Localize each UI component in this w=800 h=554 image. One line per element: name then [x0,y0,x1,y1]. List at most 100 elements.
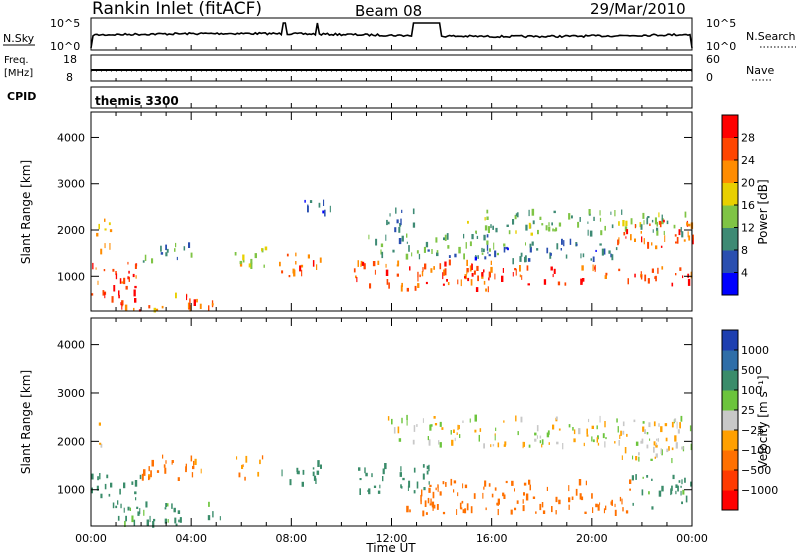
power-cell [647,278,650,284]
vel-cell [503,420,505,423]
power-cell [571,215,573,219]
power-cell [279,261,281,267]
vel-cell [618,440,620,446]
power-cell [548,226,551,232]
vel-cell [586,428,588,435]
power-cell [286,253,289,257]
vel-cell [656,442,657,446]
vel-cell [568,424,571,428]
vel-cell [523,492,525,496]
vel-cell [432,507,434,511]
power-colorbar-ticks: 4 8 12 16 20 24 28 [734,132,755,280]
vel-cell [675,442,678,449]
vel-cell [135,497,137,501]
vel-cell [171,503,173,509]
power-cell [369,283,372,289]
vel-cell [547,430,550,435]
vel-cell [492,444,495,447]
vel-cell [442,511,446,515]
power-cell [599,243,602,246]
power-cell [425,281,428,285]
vel-cell [120,503,122,509]
vel-cell [674,418,677,422]
vel-cell [106,474,109,479]
vel-cell [137,511,140,516]
power-cell [641,236,643,243]
vel-cell [406,414,408,420]
vel-cell [104,483,107,490]
vel-cell [503,444,506,447]
power-cell [531,208,535,216]
vel-cell [407,485,409,491]
power-cell [92,262,94,270]
power-cell [561,238,563,245]
power-cell [417,277,419,282]
vel-cell [671,458,673,464]
vel-cell [483,486,485,490]
vel-cell [462,483,464,489]
vel-cell [584,511,587,514]
power-cell [590,258,592,261]
vel-cell [494,433,496,436]
vel-cell [420,494,422,502]
vel-cell [151,459,154,467]
vel-cell [681,446,684,450]
power-cell [516,212,519,218]
vel-cell [422,473,425,480]
power-cell [507,247,509,251]
vel-cell [193,460,195,466]
colorbar-swatch [722,350,738,371]
power-cell [674,234,677,237]
vel-cell [680,490,682,496]
power-cell [318,202,321,208]
vel-cell [504,441,507,446]
vel-cell [359,488,361,495]
vel-cell [179,517,182,523]
velocity-x-axis: 00:00 04:00 08:00 12:00 16:00 20:00 00:00 [75,318,708,545]
power-cell [647,216,650,219]
vel-cell [457,492,459,497]
vel-cell [573,429,576,435]
vel-cell [642,476,644,479]
power-cell [288,275,291,278]
power-cell [663,219,665,223]
vel-cell [438,440,440,445]
vel-cell [464,508,467,514]
power-cell [627,278,629,285]
power-cell [675,273,677,276]
power-cell [319,257,322,263]
power-cell [360,263,362,267]
vel-cell [677,429,680,434]
vel-cell [610,501,613,505]
power-cell [424,263,427,270]
vel-cell [603,508,605,514]
vel-cell [675,484,678,488]
power-cell [469,241,472,247]
power-cell [654,276,656,279]
vel-cell [575,488,578,496]
vel-cell [641,438,644,444]
power-cell [532,220,535,225]
power-cell [250,258,253,265]
vel-cell [534,432,537,436]
vel-cell [373,485,377,488]
vel-cell [302,469,305,475]
vel-cell [238,472,241,478]
power-panel-frame [90,111,693,312]
power-cell [495,227,498,233]
power-cell [134,264,137,269]
power-cell [417,283,420,288]
power-cell [165,244,167,251]
vel-cell [150,470,152,478]
power-cell [582,253,585,258]
vel-cell [685,495,688,503]
vel-cell [632,502,634,506]
power-cell [419,274,421,278]
vel-cell [123,482,126,489]
vel-cell [429,503,432,506]
power-cell [175,292,177,299]
power-cell [603,248,606,255]
power-cell [104,243,106,249]
vel-cell [316,470,320,475]
